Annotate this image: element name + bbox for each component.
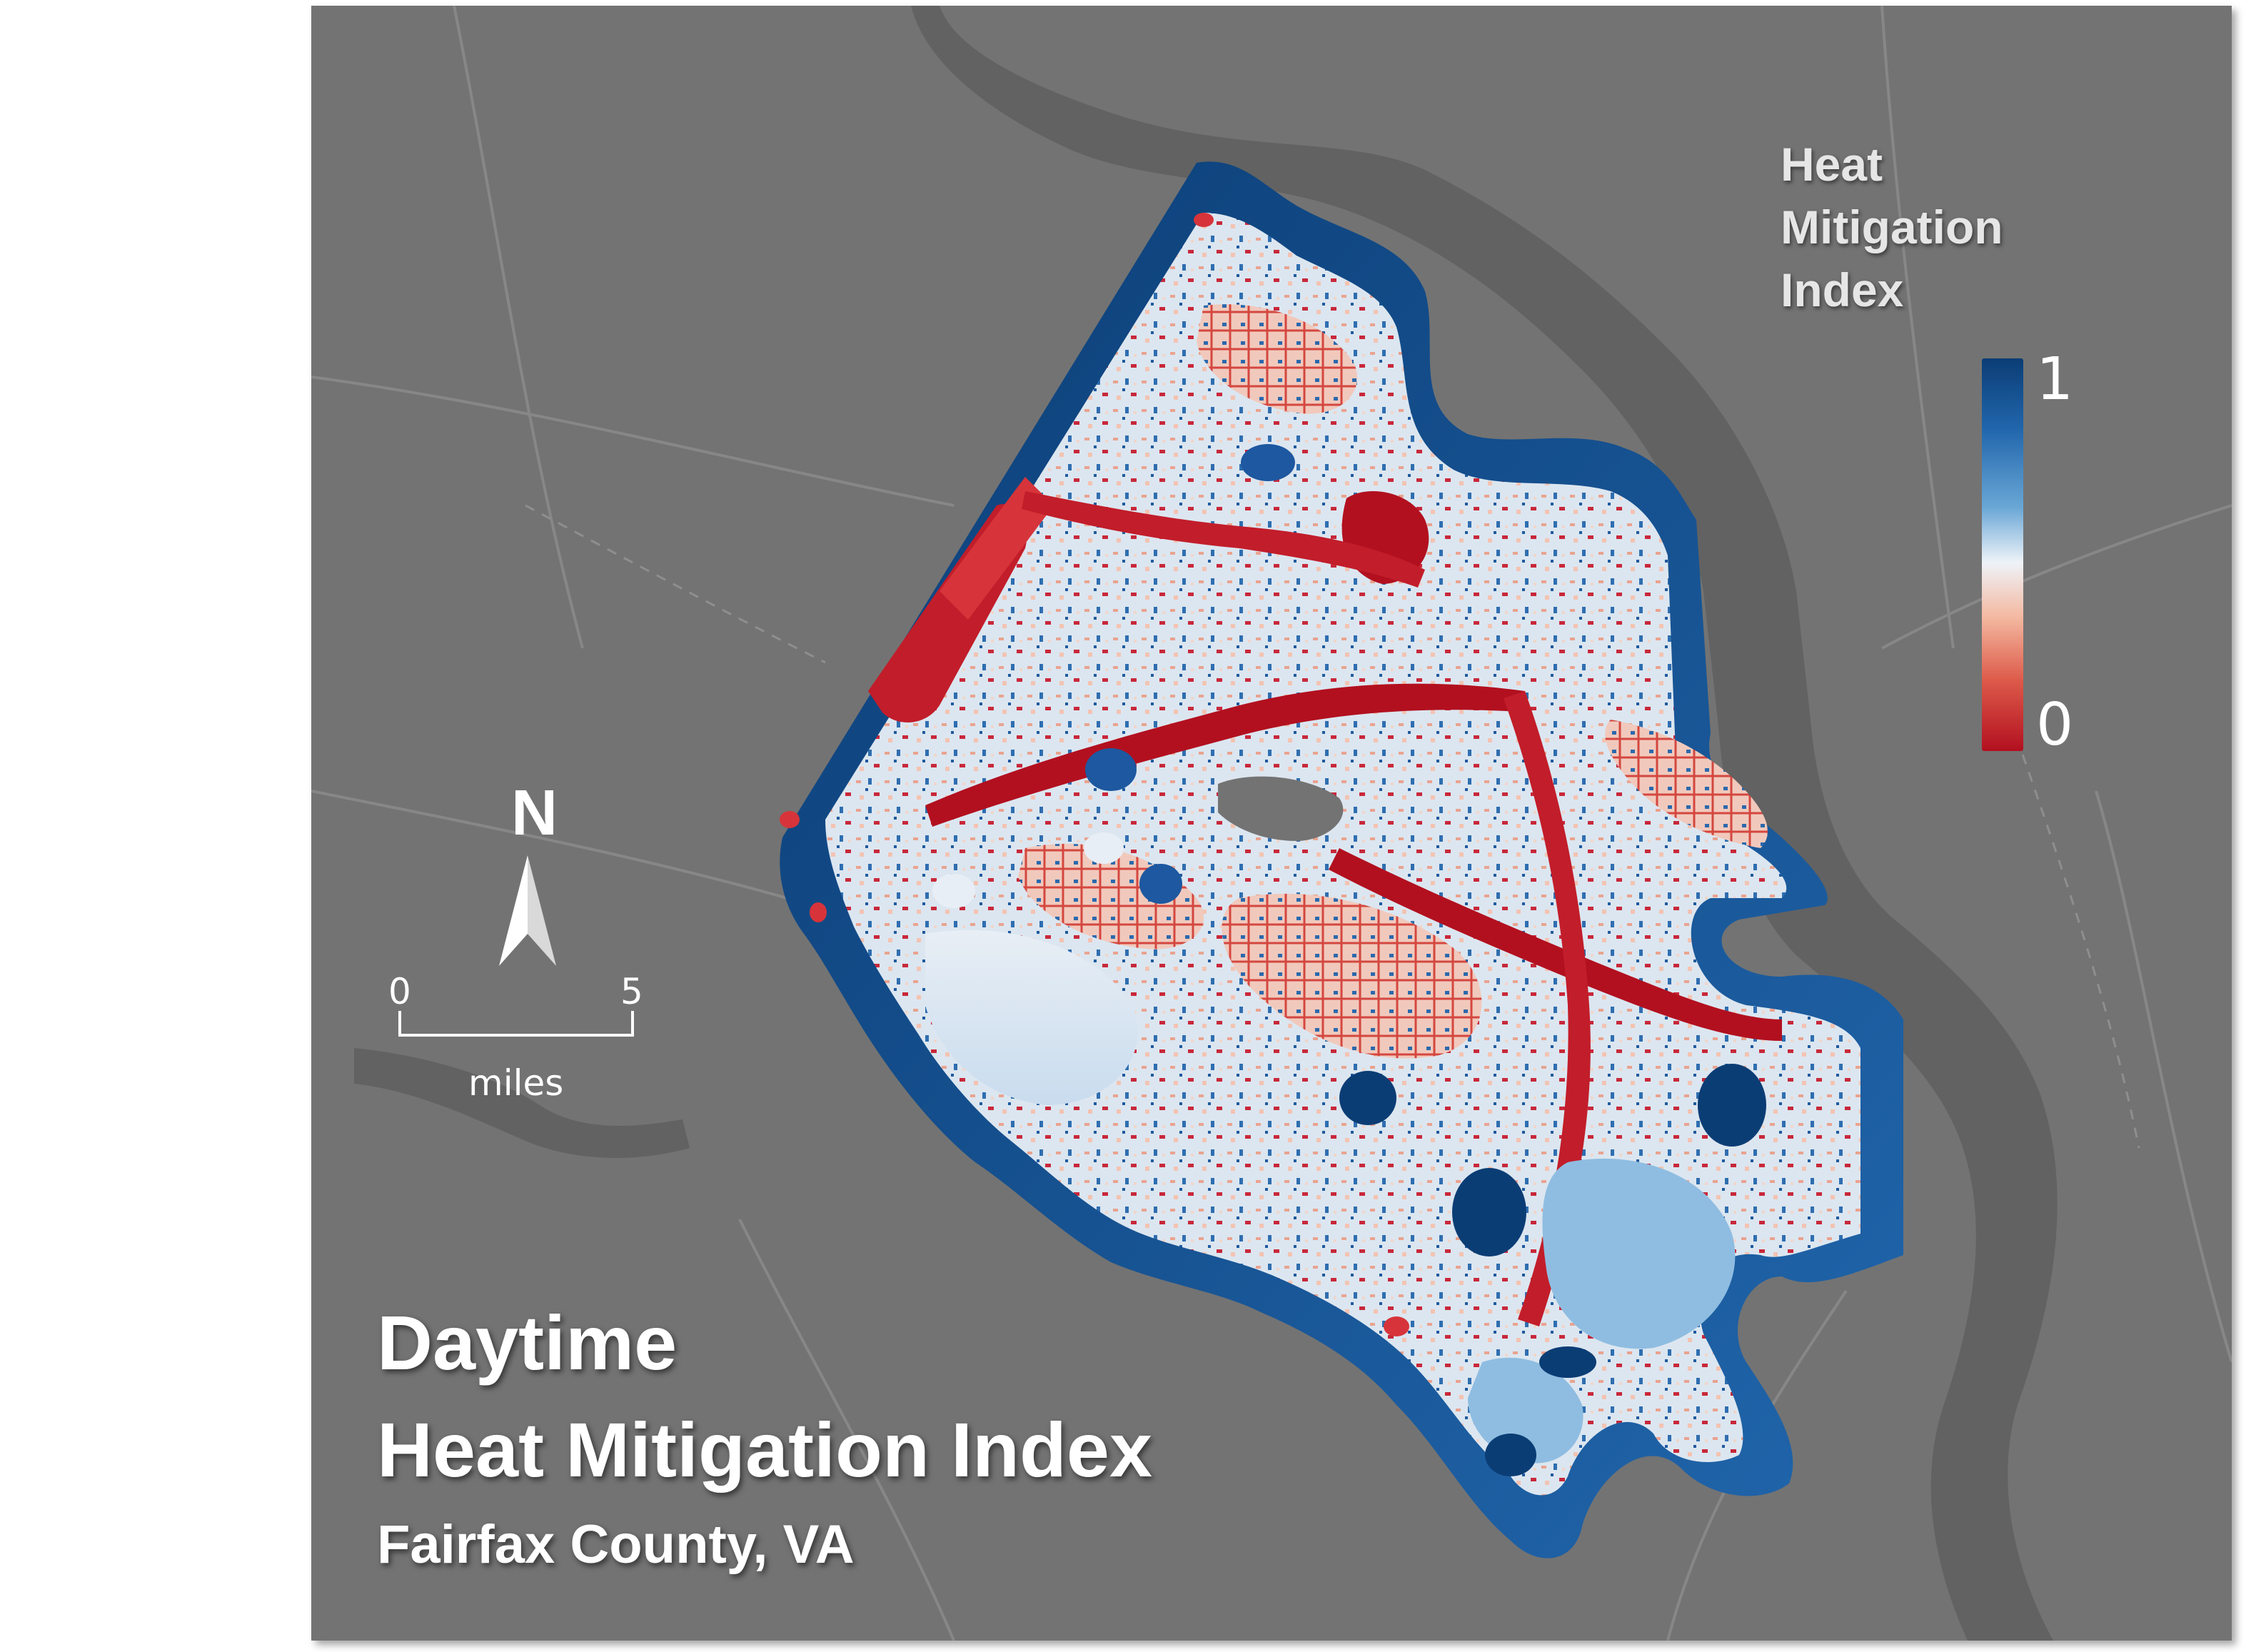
scale-end-label: 5	[620, 971, 643, 1012]
occoquan-reservoir	[354, 1048, 690, 1158]
north-arrow-icon	[499, 855, 556, 966]
map-canvas	[311, 6, 2232, 1641]
legend-title: Heat Mitigation Index	[1781, 133, 2080, 321]
legend-title-line: Mitigation	[1781, 201, 2003, 253]
legend-min-label: 0	[2036, 691, 2074, 759]
county-heat-index-layer	[780, 161, 1903, 1558]
park-blob	[1084, 832, 1124, 864]
north-label: N	[511, 777, 558, 849]
red-corridor-1	[925, 683, 1532, 827]
legend-color-ramp	[1982, 358, 2023, 751]
park-blob	[1698, 1064, 1766, 1147]
hot-spot	[810, 902, 827, 922]
red-corridor-3	[1329, 848, 1782, 1041]
park-blob	[1339, 1071, 1396, 1125]
legend-title-line: Heat	[1781, 138, 1883, 191]
red-corridor-2	[1022, 491, 1425, 588]
hot-spot	[1384, 1316, 1409, 1336]
legend-max-label: 1	[2036, 346, 2074, 413]
map-title-line1: Daytime	[377, 1299, 678, 1386]
scale-bar	[398, 1011, 634, 1037]
mason-neck-light-blue	[1542, 1158, 1736, 1349]
alexandria-red-zone	[1605, 720, 1768, 848]
park-blob	[1539, 1346, 1596, 1378]
ft-belvoir-light-blue	[1468, 1357, 1583, 1464]
hot-spot	[780, 811, 800, 828]
park-blob	[1452, 1168, 1526, 1256]
park-blob	[1139, 864, 1182, 904]
park-blob	[932, 874, 975, 908]
dulles-red-area	[940, 477, 1054, 620]
map-frame: Heat Mitigation Index 1 0 N 0 5 miles Da…	[311, 6, 2232, 1641]
map-subtitle: Fairfax County, VA	[377, 1514, 855, 1575]
basemap-boundaries	[525, 504, 2140, 1149]
southwest-light-area	[925, 930, 1138, 1105]
legend-title-line: Index	[1781, 263, 1904, 316]
springfield-red-zone	[1222, 893, 1482, 1059]
hot-spot	[1194, 213, 1214, 227]
park-blob	[1485, 1434, 1536, 1476]
map-title-line2: Heat Mitigation Index	[377, 1406, 1153, 1493]
fairfax-city-gap	[1218, 776, 1344, 841]
reston-red-zone	[1197, 304, 1358, 414]
scale-unit-label: miles	[468, 1062, 564, 1104]
scale-start-label: 0	[388, 971, 411, 1012]
park-blob	[1241, 444, 1295, 481]
potomac-river	[911, 6, 2058, 1641]
park-blob	[1085, 748, 1137, 791]
